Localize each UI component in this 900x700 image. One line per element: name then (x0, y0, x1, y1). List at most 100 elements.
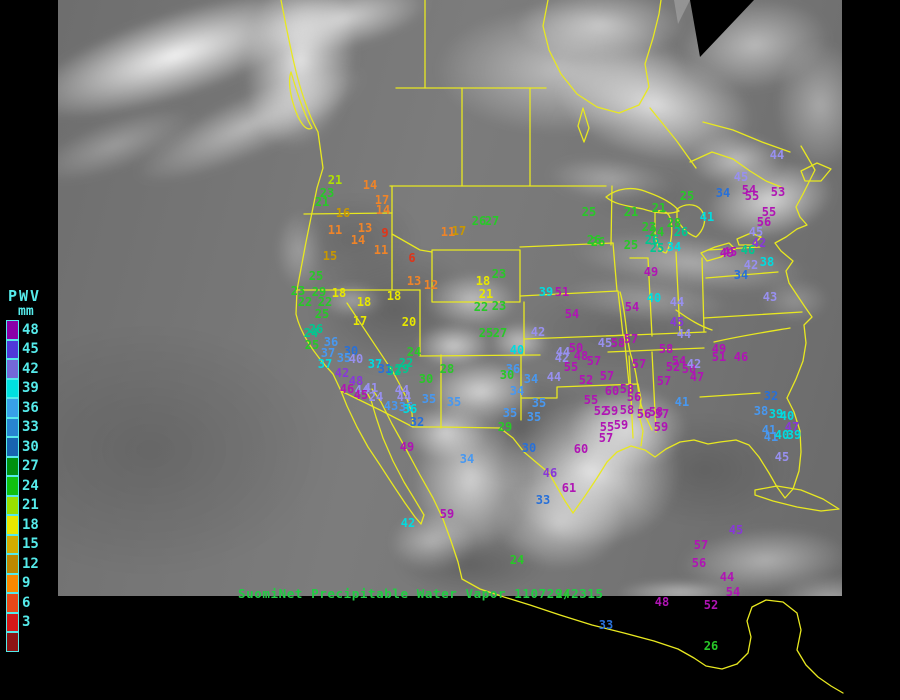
legend-swatch (6, 398, 19, 418)
station-value: 53 (770, 185, 786, 199)
no-data-wedge (690, 0, 754, 57)
station-value: 55 (744, 189, 760, 203)
legend-entry: 36 (6, 398, 41, 418)
station-value: 46 (733, 350, 749, 364)
legend-title: PWV (8, 287, 42, 305)
legend-swatch (6, 456, 19, 476)
station-value: 51 (554, 285, 570, 299)
legend-entry: 45 (6, 339, 41, 359)
station-value: 17 (352, 314, 368, 328)
cloud-blob (760, 277, 830, 323)
station-value: 57 (586, 354, 602, 368)
station-value: 9 (381, 226, 389, 240)
station-value: 26 (308, 322, 324, 336)
station-value: 22 (317, 295, 333, 309)
station-value: 35 (526, 410, 542, 424)
legend-swatch (6, 476, 19, 496)
station-value: 39 (768, 407, 784, 421)
station-value: 55 (761, 205, 777, 219)
station-value: 42 (751, 236, 767, 250)
station-value: 26 (673, 225, 689, 239)
station-value: 57 (693, 538, 709, 552)
station-value: 29 (497, 420, 513, 434)
legend-entry (6, 632, 41, 652)
station-value: 36 (402, 402, 418, 416)
station-value: 41 (674, 395, 690, 409)
legend-label: 24 (22, 477, 39, 494)
station-value: 44 (676, 327, 692, 341)
station-value: 56 (626, 390, 642, 404)
station-value: 44 (719, 570, 735, 584)
station-value: 18 (356, 295, 372, 309)
legend-swatch (6, 359, 19, 379)
station-value: 13 (357, 221, 373, 235)
legend-entry: 15 (6, 534, 41, 554)
station-value: 34 (666, 240, 682, 254)
station-value: 50 (681, 362, 697, 376)
station-value: 26 (644, 233, 660, 247)
station-value: 59 (613, 418, 629, 432)
station-value: 58 (658, 342, 674, 356)
station-value: 48 (654, 595, 670, 609)
station-value: 23 (290, 284, 306, 298)
station-value: 15 (322, 249, 338, 263)
station-value: 45 (597, 336, 613, 350)
station-value: 24 (406, 345, 422, 359)
legend-entry: 33 (6, 417, 41, 437)
station-value: 13 (406, 274, 422, 288)
station-value: 37 (317, 357, 333, 371)
station-value: 52 (665, 360, 681, 374)
station-value: 25 (649, 241, 665, 255)
station-value: 21 (314, 195, 330, 209)
station-value: 43 (762, 290, 778, 304)
station-value: 25 (304, 338, 320, 352)
station-value: 58 (619, 382, 635, 396)
dark-terrain-patch (310, 245, 480, 375)
station-value: 32 (409, 415, 425, 429)
station-value: 35 (531, 396, 547, 410)
mosaic-seam (674, 0, 690, 24)
station-value: 39 (538, 285, 554, 299)
station-value: 34 (733, 268, 749, 282)
station-value: 23 (319, 186, 335, 200)
station-value: 49 (399, 440, 415, 454)
legend-swatch (6, 632, 19, 652)
station-value: 42 (743, 258, 759, 272)
cloud-blob (615, 579, 745, 596)
station-value: 16 (335, 206, 351, 220)
station-value: 44 (354, 383, 370, 397)
station-value: 35 (336, 351, 352, 365)
station-value: 58 (610, 336, 626, 350)
station-value: 26 (590, 235, 606, 249)
dark-terrain-patch (520, 285, 720, 375)
station-value: 25 (478, 326, 494, 340)
station-value: 49 (711, 342, 727, 356)
station-value: 29 (394, 362, 410, 376)
station-value: 11 (373, 243, 389, 257)
station-value: 54 (725, 585, 741, 599)
legend-entry: 9 (6, 573, 41, 593)
station-value: 47 (689, 370, 705, 384)
station-value: 55 (563, 360, 579, 374)
station-value: 23 (491, 267, 507, 281)
station-value: 33 (598, 618, 614, 632)
station-value: 34 (523, 372, 539, 386)
legend-label: 6 (22, 594, 31, 611)
station-value: 54 (741, 183, 757, 197)
station-value: 6 (408, 251, 416, 265)
station-value: 21 (651, 201, 667, 215)
cloud-blob (389, 512, 475, 572)
legend-swatch (6, 534, 19, 554)
legend-entry: 27 (6, 456, 41, 476)
station-value: 17 (451, 224, 467, 238)
station-value: 44 (396, 390, 412, 404)
station-value: 34 (459, 452, 475, 466)
station-value: 14 (350, 233, 366, 247)
station-value: 59 (653, 420, 669, 434)
station-value: 38 (753, 404, 769, 418)
legend-entry: 21 (6, 495, 41, 515)
station-value: 18 (475, 274, 491, 288)
station-value: 32 (386, 364, 402, 378)
